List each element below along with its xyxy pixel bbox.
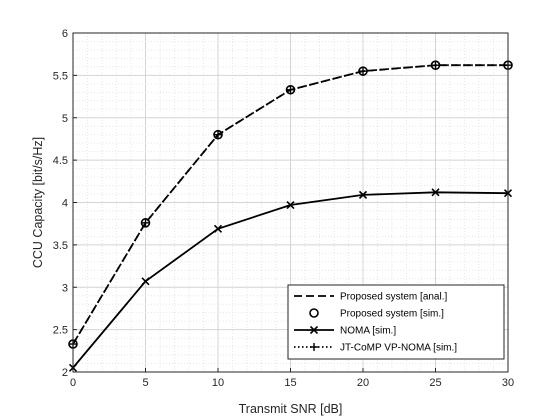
x-axis-label: Transmit SNR [dB] [239, 402, 343, 416]
legend-item: JT-CoMP VP-NOMA [sim.] [294, 343, 457, 354]
x-tick-label: 25 [429, 377, 441, 389]
y-tick-label: 5.5 [53, 70, 68, 82]
y-tick-label: 2 [62, 367, 68, 379]
y-tick-label: 3.5 [53, 240, 68, 252]
x-tick-label: 0 [70, 377, 76, 389]
series-3-point [358, 190, 368, 199]
legend-label: NOMA [sim.] [340, 326, 396, 337]
series-3-point [431, 188, 440, 197]
legend-marker-sample [309, 325, 319, 335]
legend-item: Proposed system [anal.] [294, 292, 447, 303]
series-3-point [213, 224, 223, 233]
legend-item: Proposed system [sim.] [309, 308, 444, 320]
y-tick-label: 2.5 [53, 325, 68, 337]
y-tick-label: 4 [62, 198, 68, 210]
series-4-point [286, 85, 295, 94]
y-axis-label: CCU Capacity [bit/s/Hz] [31, 137, 45, 268]
legend: Proposed system [anal.] Proposed system [… [287, 284, 505, 360]
series-4-point [141, 218, 150, 227]
x-tick-label: 30 [502, 377, 514, 389]
legend-label: Proposed system [sim.] [340, 309, 444, 320]
legend-label: JT-CoMP VP-NOMA [sim.] [340, 343, 457, 354]
series-layer [68, 60, 513, 372]
y-tick-label: 4.5 [53, 155, 68, 167]
series-4-point [214, 130, 222, 139]
y-tick-label: 5 [62, 113, 68, 125]
legend-item: NOMA [sim.] [294, 326, 396, 337]
ticks: 0 5 10 15 20 25 30 2 2.5 3 3.5 4 4.5 5 5.5 6 [53, 28, 514, 389]
series-4-point [431, 61, 440, 70]
legend-marker-sample [309, 308, 319, 318]
x-tick-label: 20 [357, 377, 369, 389]
series-4-point [359, 67, 367, 76]
legend-box [287, 284, 505, 360]
series-3-point [141, 277, 150, 286]
y-tick-label: 3 [62, 282, 68, 294]
legend-marker-sample [310, 343, 318, 351]
legend-label: Proposed system [anal.] [340, 292, 447, 303]
x-tick-label: 15 [284, 377, 296, 389]
x-tick-label: 5 [142, 377, 148, 389]
series-3-point [286, 200, 295, 210]
x-tick-label: 10 [212, 377, 224, 389]
y-tick-label: 6 [62, 28, 68, 40]
